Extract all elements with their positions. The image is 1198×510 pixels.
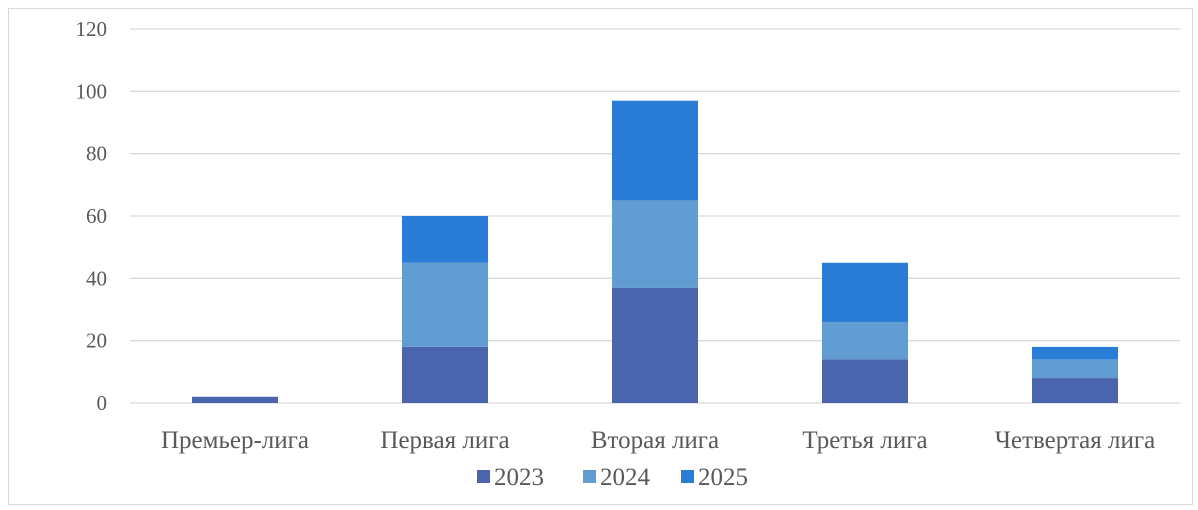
bar-segment-2023 [402,346,488,403]
bar-segment-2024 [402,262,488,347]
y-axis: 0 20 40 60 80 100 120 [76,17,108,415]
legend-swatch-2023 [477,470,490,483]
bar-segment-2025 [612,100,698,201]
bar-segment-2025 [402,216,488,263]
x-axis: Премьер-лига Первая лига Вторая лига Третья… [161,427,1155,454]
bar-segment-2023 [612,287,698,403]
x-tick-label: Вторая лига [591,427,719,454]
y-tick-label: 60 [86,204,107,228]
y-tick-label: 80 [86,142,107,166]
bar-segment-2025 [1032,346,1118,360]
legend-label: 2024 [600,464,651,491]
x-tick-label: Первая лига [380,427,509,454]
y-tick-label: 120 [76,17,108,41]
legend-label: 2025 [698,464,748,491]
bar-segment-2023 [1032,378,1118,403]
legend-swatch-2024 [583,470,596,483]
bar-segment-2025 [822,262,908,322]
y-tick-label: 40 [86,266,107,290]
bar-segment-2024 [822,321,908,360]
y-tick-label: 20 [86,329,107,353]
x-tick-label: Премьер-лига [161,427,309,454]
x-tick-label: Третья лига [802,427,927,454]
y-tick-label: 0 [97,391,108,415]
y-tick-label: 100 [76,79,108,103]
legend-label: 2023 [494,464,544,491]
legend: 2023 2024 2025 [477,464,748,491]
bar-segment-2023 [192,396,278,403]
legend-swatch-2025 [681,470,694,483]
bar-segment-2024 [612,200,698,288]
bars [192,100,1118,403]
bar-segment-2024 [1032,359,1118,379]
bar-segment-2023 [822,359,908,403]
x-tick-label: Четвертая лига [995,427,1155,454]
